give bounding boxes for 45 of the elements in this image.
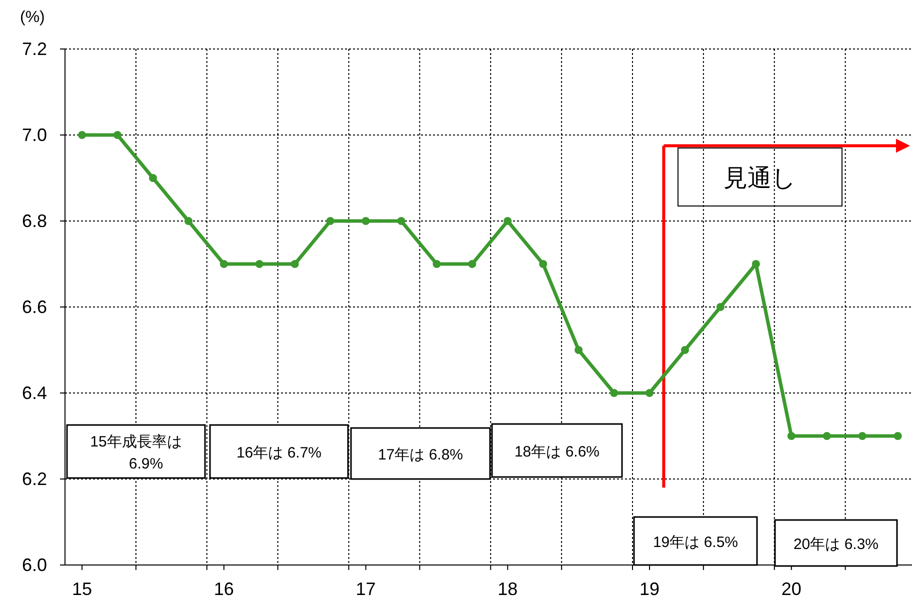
x-tick-label: 16 xyxy=(214,579,234,599)
point xyxy=(362,217,370,225)
point xyxy=(716,303,724,311)
y-tick-label: 7.0 xyxy=(22,125,47,145)
point xyxy=(432,260,441,268)
y-tick-label: 6.0 xyxy=(22,555,47,575)
point xyxy=(397,217,406,225)
annotation: 19年は 6.5% xyxy=(652,534,738,551)
point xyxy=(184,217,192,225)
x-tick-label: 17 xyxy=(356,579,376,599)
point xyxy=(681,346,689,354)
ref-line-label: 見通し xyxy=(724,165,796,192)
point xyxy=(646,389,654,397)
point xyxy=(822,432,831,440)
point xyxy=(78,131,86,139)
point xyxy=(148,174,157,182)
y-tick-label: 6.4 xyxy=(22,383,47,403)
point xyxy=(787,432,796,440)
annotation: 15年成長率は 6.9% xyxy=(90,434,182,472)
point xyxy=(326,217,334,225)
x-tick-label: 18 xyxy=(498,579,518,599)
annotation: 17年は 6.8% xyxy=(378,446,464,464)
point xyxy=(539,260,548,268)
x-tick-label: 15 xyxy=(72,579,92,599)
annotation: 18年は 6.6% xyxy=(514,444,600,460)
y-tick-label: 6.2 xyxy=(22,469,47,489)
y-tick-label: 7.2 xyxy=(22,39,47,59)
x-tick-label: 20 xyxy=(781,579,802,599)
point xyxy=(255,260,264,268)
point xyxy=(220,260,228,268)
annotation: 16年は 6.7% xyxy=(236,444,322,462)
y-tick-label: 6.6 xyxy=(22,297,47,317)
point xyxy=(574,346,583,354)
point xyxy=(610,389,618,397)
y-axis-title: (%) xyxy=(20,9,45,26)
point xyxy=(113,131,122,139)
x-tick-label: 19 xyxy=(640,579,660,599)
point xyxy=(290,260,299,268)
y-tick-label: 6.8 xyxy=(22,211,47,231)
point xyxy=(752,260,760,268)
annotation: 20年は 6.3% xyxy=(793,536,879,553)
point xyxy=(858,432,866,440)
point xyxy=(468,260,476,268)
point xyxy=(504,217,512,225)
point xyxy=(894,432,902,440)
